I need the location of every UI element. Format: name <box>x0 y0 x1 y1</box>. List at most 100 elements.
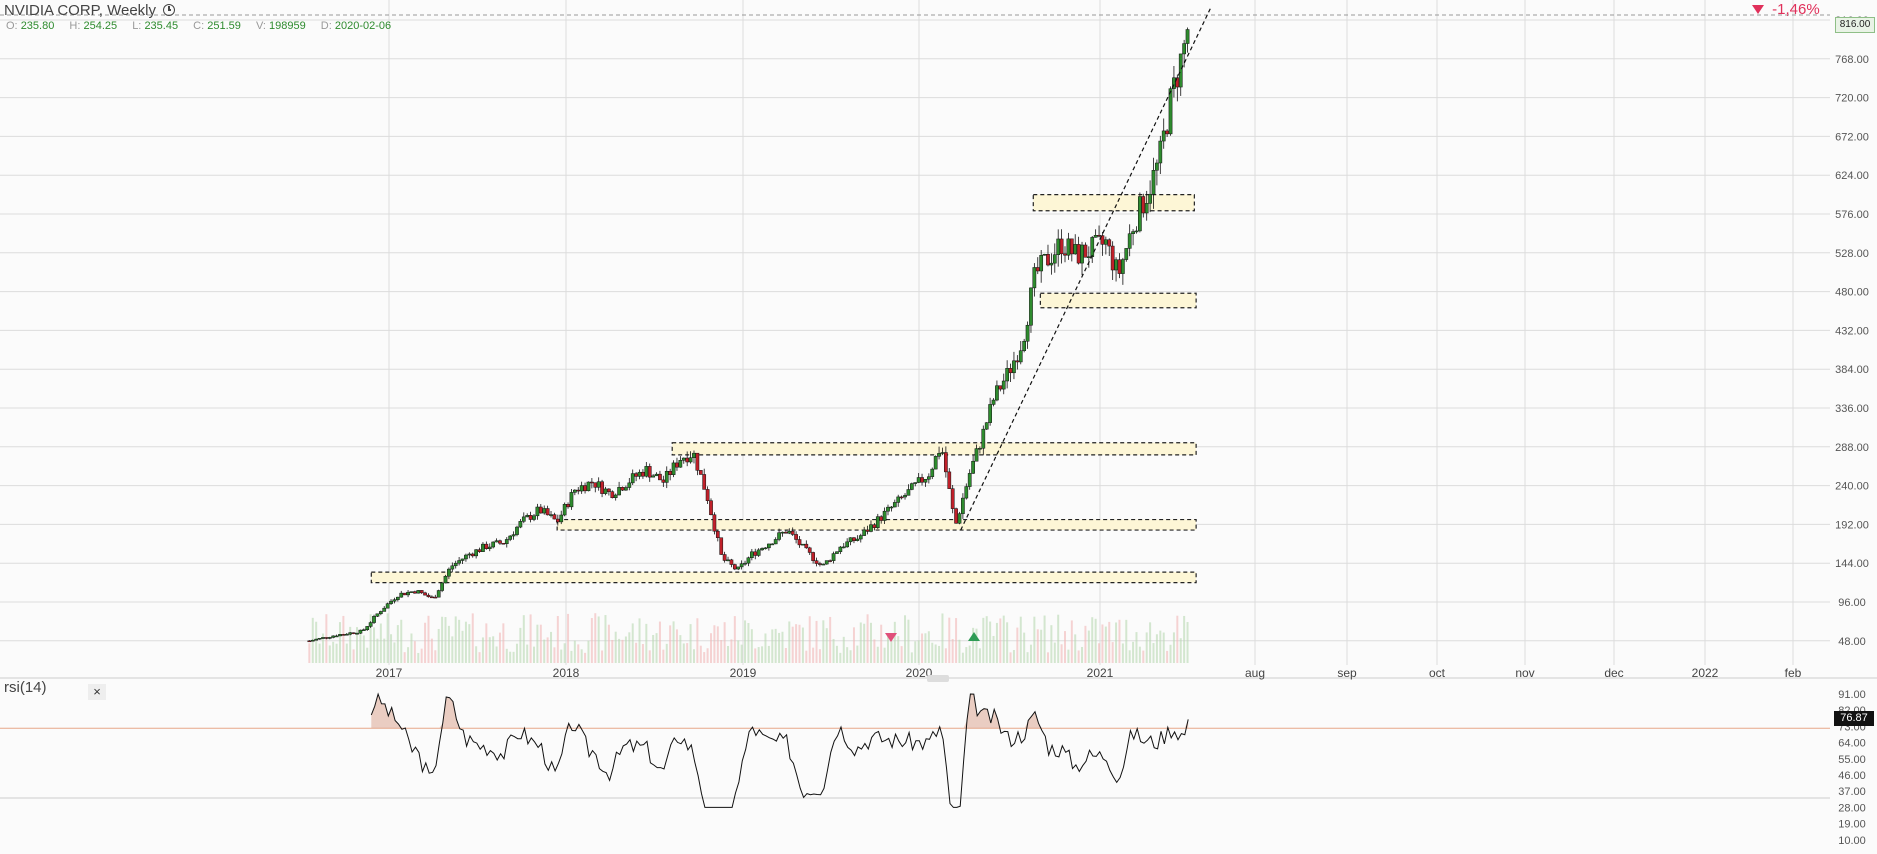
candle-body <box>457 560 461 564</box>
candle-body <box>1127 233 1132 249</box>
candle-body <box>1056 238 1061 255</box>
candle-body <box>460 558 465 561</box>
rsi-panel <box>0 692 1830 808</box>
candle-body <box>423 592 427 596</box>
volume-bar <box>822 620 825 663</box>
flag-marker-up[interactable] <box>968 632 980 641</box>
volume-bar <box>424 622 427 663</box>
chart-header: NVIDIA CORP, Weekly <box>4 2 176 20</box>
x-tick-label: 2021 <box>1087 666 1114 680</box>
volume-bar <box>587 640 590 663</box>
volume-bar <box>308 643 311 663</box>
volume-bar <box>526 644 529 663</box>
volume-bar <box>934 644 937 663</box>
candle-body <box>855 538 860 541</box>
volume-bar <box>342 615 345 663</box>
candle-body <box>695 452 700 471</box>
candle-body <box>1073 244 1078 255</box>
candle-body <box>889 506 894 509</box>
volume-bar <box>692 649 695 663</box>
candle-body <box>440 582 444 591</box>
x-tick-label: aug <box>1245 666 1265 680</box>
candle-body <box>368 622 373 627</box>
candle-body <box>947 471 952 489</box>
candle-body <box>1178 53 1183 88</box>
candle-body <box>750 551 754 558</box>
volume-bar <box>808 616 811 663</box>
volume-bar <box>972 627 975 663</box>
volume-bar <box>835 645 838 663</box>
volume-bar <box>410 633 413 663</box>
rsi-tick-label: 28.00 <box>1838 802 1866 814</box>
panel-resize-handle[interactable] <box>927 675 949 682</box>
rsi-title: rsi(14) <box>4 679 47 696</box>
volume-bar <box>904 615 907 663</box>
volume-bar <box>992 635 995 663</box>
candle-body <box>484 543 489 550</box>
candle-body <box>872 524 877 528</box>
volume-bar <box>321 633 324 663</box>
volume-bar <box>931 642 934 663</box>
candle-body <box>447 568 451 577</box>
volume-bar <box>430 638 433 663</box>
candle-body <box>1046 254 1050 266</box>
candle-body <box>930 468 935 477</box>
resistance-zone <box>370 571 1197 584</box>
candle-body <box>389 600 393 604</box>
candle-body <box>818 563 822 565</box>
volume-bar <box>914 641 917 663</box>
volume-bar <box>628 632 631 663</box>
volume-bar <box>1108 621 1111 663</box>
volume-bar <box>839 652 842 663</box>
candle-body <box>862 529 867 536</box>
ohlc-volume-val: 198959 <box>269 20 306 32</box>
volume-bar <box>832 638 835 663</box>
candle-body <box>600 481 604 494</box>
candle-body <box>498 540 502 544</box>
candle-body <box>573 489 577 493</box>
volume-bar <box>750 629 753 663</box>
candle-body <box>566 504 570 508</box>
volume-bar <box>771 629 774 663</box>
volume-bar <box>873 639 876 663</box>
volume-bar <box>938 645 941 663</box>
volume-bar <box>635 642 638 663</box>
ohlc-low-key: L: <box>132 20 142 32</box>
candle-body <box>1124 248 1129 260</box>
volume-bar <box>597 616 600 663</box>
ohlc-high-key: H: <box>69 20 81 32</box>
volume-bar <box>434 650 437 663</box>
volume-bar <box>328 645 331 663</box>
candle-body <box>467 553 472 556</box>
candle-body <box>1022 340 1027 351</box>
candle-body <box>627 482 632 488</box>
volume-bar <box>1183 615 1186 663</box>
volume-bar <box>1179 638 1182 663</box>
y-tick-label: 96.00 <box>1838 597 1866 609</box>
candle-body <box>651 475 655 478</box>
candle-body <box>1148 193 1152 204</box>
flag-marker-down[interactable] <box>885 633 897 642</box>
trendline <box>960 8 1211 531</box>
candle-body <box>1008 368 1013 374</box>
y-tick-label: 240.00 <box>1835 481 1869 493</box>
volume-bar <box>614 631 617 663</box>
candle-body <box>1165 130 1169 135</box>
volume-bar <box>512 651 515 663</box>
volume-bar <box>590 618 593 663</box>
y-axis: 816.00 768.00 720.00 672.00 624.00 576.00 528.… <box>1835 15 1869 648</box>
volume-bar <box>1155 634 1158 663</box>
candle-body <box>1039 255 1044 272</box>
volume-bar <box>352 649 355 663</box>
volume-bar <box>1040 629 1043 663</box>
candle-body <box>821 563 826 566</box>
volume-bar <box>890 641 893 663</box>
candle-body <box>1018 350 1023 363</box>
volume-bar <box>658 621 661 663</box>
volume-bar <box>829 616 832 663</box>
rsi-header: rsi(14) <box>4 679 47 697</box>
rsi-close-button[interactable]: × <box>88 684 106 700</box>
clock-icon[interactable] <box>163 4 176 16</box>
